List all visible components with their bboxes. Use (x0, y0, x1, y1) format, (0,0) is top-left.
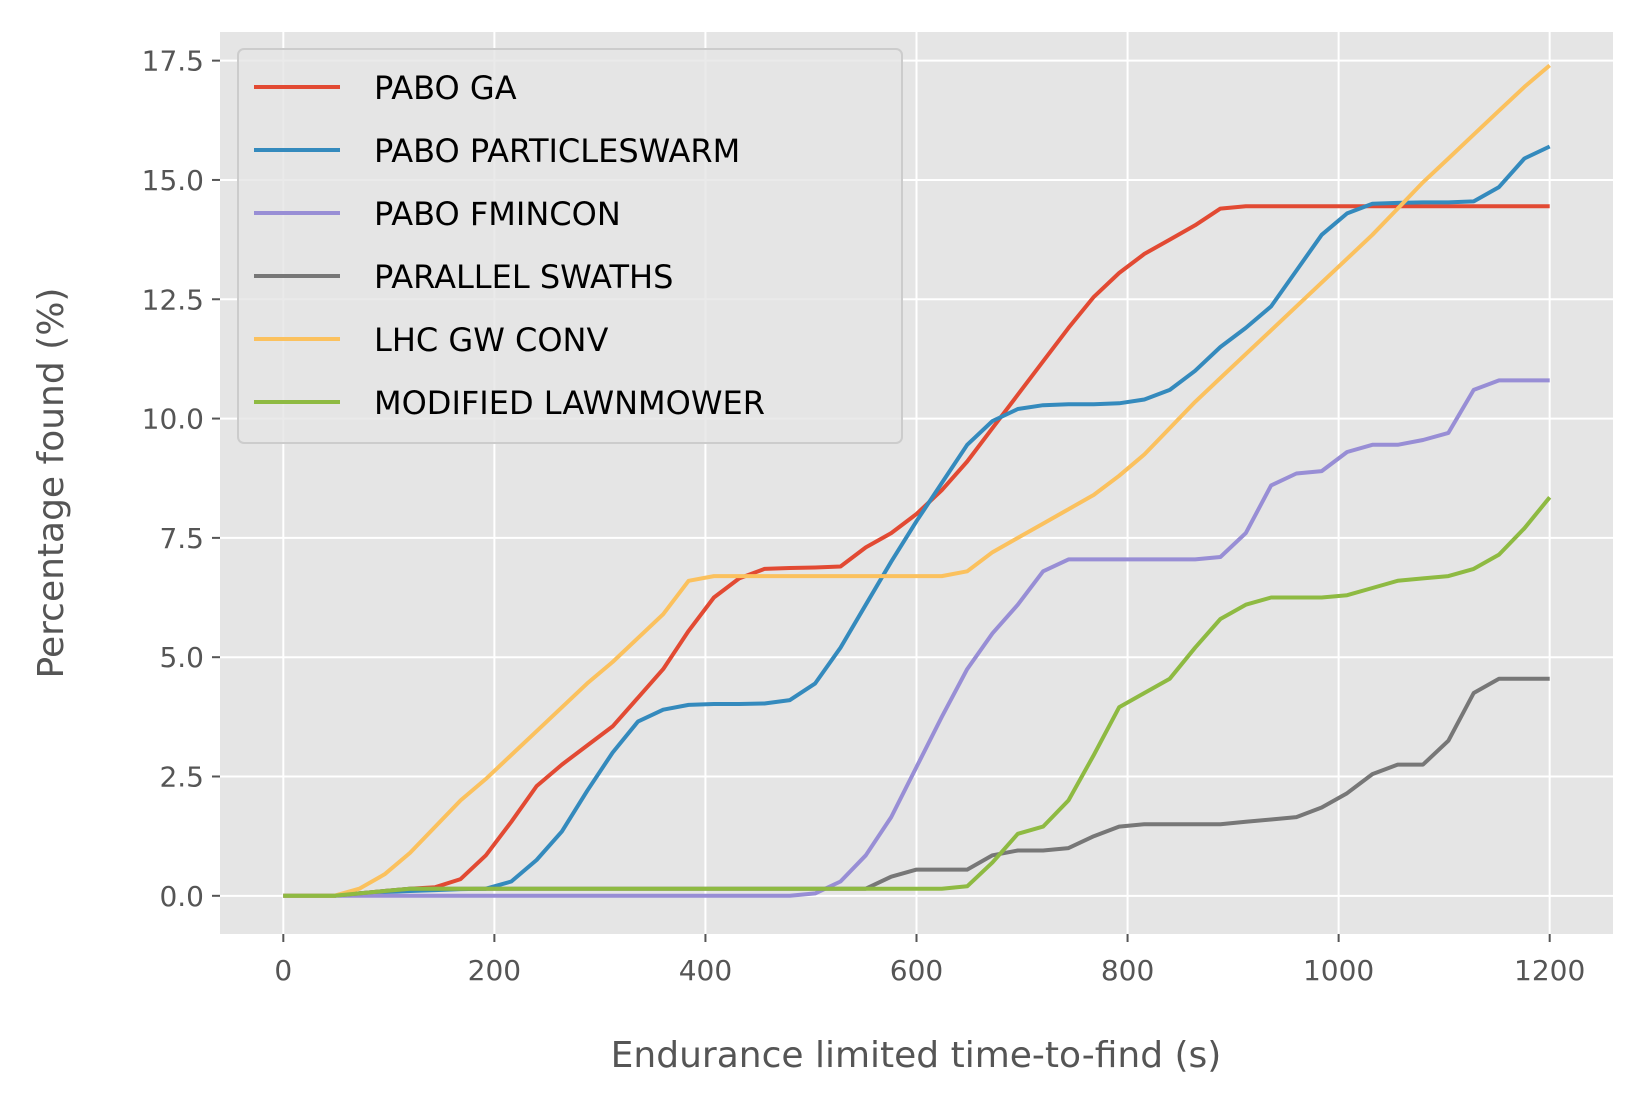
series-line-pabo-ga (283, 204, 1550, 898)
legend-label-modified-lawnmower: MODIFIED LAWNMOWER (374, 384, 765, 422)
y-tick-label: 15.0 (142, 164, 204, 197)
series-line-pabo-fmincon (283, 378, 1550, 898)
x-tick-label: 200 (468, 954, 521, 987)
x-tick-label: 600 (890, 954, 943, 987)
y-tick-label: 5.0 (159, 641, 204, 674)
legend: PABO GA PABO PARTICLESWARM PABO FMINCON PAR… (237, 48, 903, 444)
x-tick-label: 1200 (1514, 954, 1585, 987)
axis-ticks: 0 200 400 600 800 1000 1200 0.0 2.5 5.0 7.5 10.0 12.… (142, 45, 1586, 987)
x-tick-label: 800 (1101, 954, 1154, 987)
x-tick-label: 400 (679, 954, 732, 987)
series-line-modified-lawnmower (283, 496, 1552, 898)
legend-label-pabo-particleswarm: PABO PARTICLESWARM (374, 132, 740, 170)
legend-label-lhc-gw-conv: LHC GW CONV (374, 321, 608, 359)
y-tick-label: 2.5 (159, 761, 204, 794)
series-lines (283, 63, 1552, 898)
y-tick-label: 7.5 (159, 522, 204, 555)
legend-box (237, 48, 903, 444)
y-tick-label: 10.0 (142, 403, 204, 436)
y-tick-label: 12.5 (142, 283, 204, 316)
y-tick-label: 0.0 (159, 880, 204, 913)
legend-label-pabo-fmincon: PABO FMINCON (374, 195, 621, 233)
x-tick-label: 0 (274, 954, 292, 987)
legend-label-parallel-swaths: PARALLEL SWATHS (374, 258, 673, 296)
series-line-pabo-particleswarm (283, 144, 1551, 898)
y-tick-label: 17.5 (142, 45, 204, 78)
x-tick-label: 1000 (1303, 954, 1374, 987)
x-axis-label: Endurance limited time-to-find (s) (611, 1035, 1222, 1076)
legend-label-pabo-ga: PABO GA (374, 69, 517, 107)
series-line-lhc-gw-conv (283, 63, 1551, 898)
y-axis-label: Percentage found (%) (31, 288, 72, 679)
